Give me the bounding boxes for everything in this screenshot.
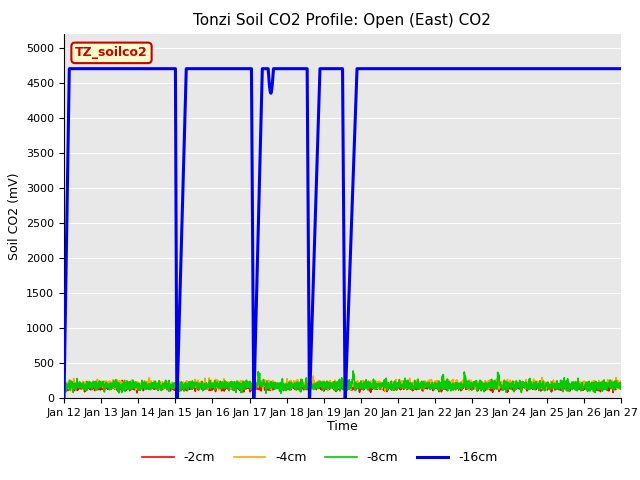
Text: TZ_soilco2: TZ_soilco2 (75, 47, 148, 60)
Legend: -2cm, -4cm, -8cm, -16cm: -2cm, -4cm, -8cm, -16cm (138, 446, 502, 469)
Y-axis label: Soil CO2 (mV): Soil CO2 (mV) (8, 172, 20, 260)
X-axis label: Time: Time (327, 420, 358, 432)
Title: Tonzi Soil CO2 Profile: Open (East) CO2: Tonzi Soil CO2 Profile: Open (East) CO2 (193, 13, 492, 28)
